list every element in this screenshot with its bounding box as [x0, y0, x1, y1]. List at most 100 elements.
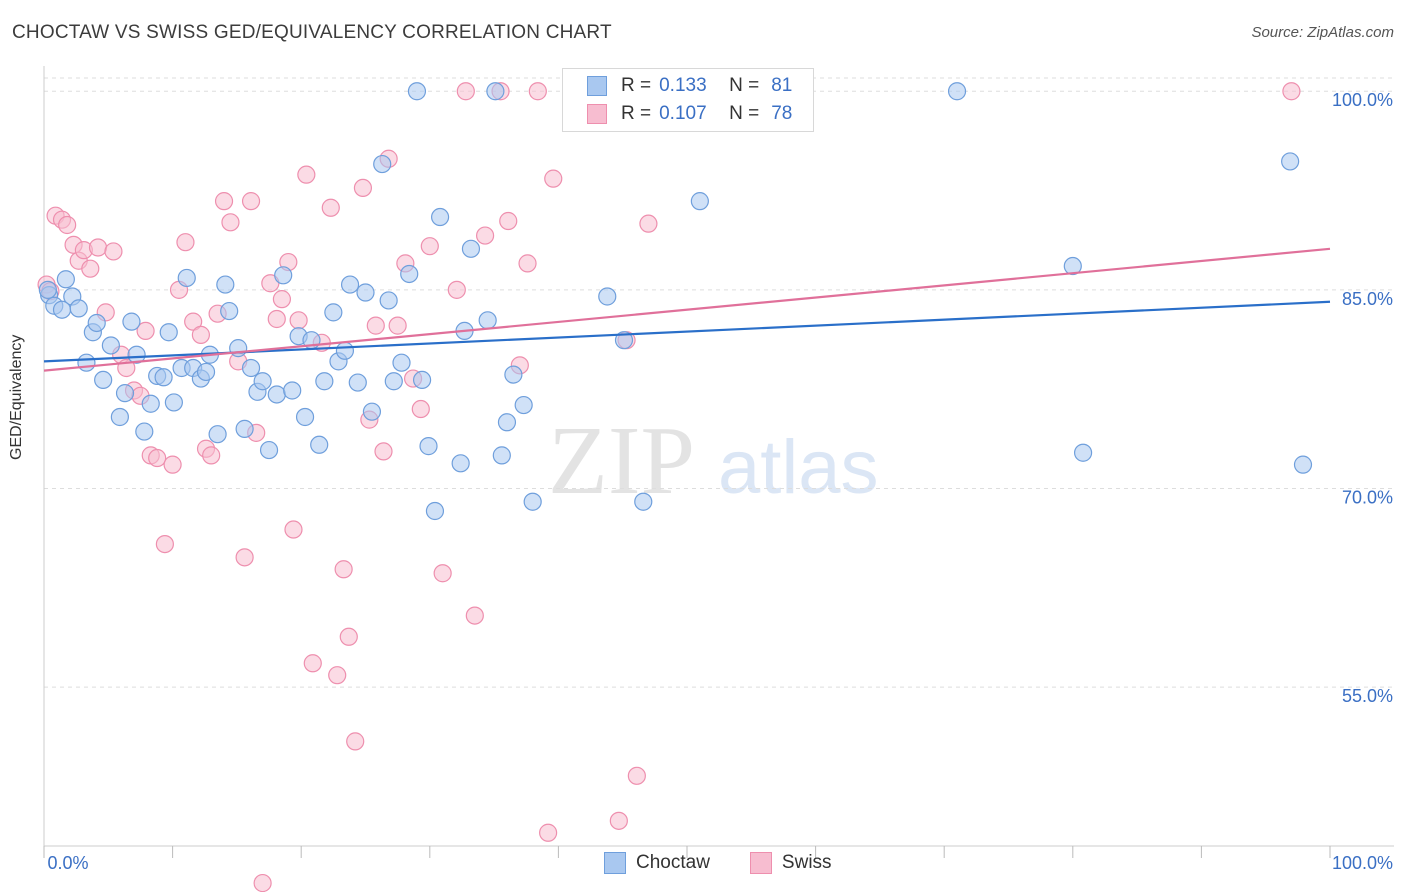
choctaw-point	[348, 373, 367, 392]
swiss-point	[334, 560, 353, 579]
swiss-point	[447, 280, 466, 299]
swiss-point	[81, 259, 100, 278]
choctaw-point	[425, 501, 445, 521]
swiss-point	[539, 823, 558, 842]
choctaw-point	[77, 353, 96, 372]
swiss-point	[136, 321, 155, 341]
choctaw-point	[310, 435, 329, 454]
legend-swatch-swiss	[749, 852, 772, 874]
swiss-point	[148, 448, 167, 468]
choctaw-point	[478, 311, 497, 330]
choctaw-point	[196, 362, 216, 382]
swiss-point	[303, 654, 322, 673]
swiss-point	[374, 442, 393, 461]
swiss-point	[544, 169, 563, 188]
choctaw-point	[220, 301, 239, 321]
choctaw-point	[1073, 443, 1093, 462]
legend-r-choctaw: 0.133	[659, 75, 707, 96]
swiss-point	[284, 520, 303, 539]
x-tick-label: 0.0%	[47, 853, 88, 873]
legend-n-label: N =	[729, 75, 760, 96]
choctaw-point	[504, 365, 523, 384]
choctaw-point	[461, 239, 481, 258]
swiss-point	[272, 290, 292, 309]
x-tick-label: 100.0%	[1332, 853, 1393, 873]
choctaw-point	[110, 407, 129, 427]
choctaw-point	[598, 287, 617, 306]
choctaw-point	[384, 372, 403, 391]
watermark-atlas: atlas	[718, 425, 879, 510]
legend-row-choctaw: R = 0.133 N = 81	[587, 75, 793, 97]
watermark-zip: ZIP	[548, 407, 695, 515]
choctaw-point	[400, 264, 419, 284]
choctaw-point	[324, 303, 343, 322]
choctaw-point	[208, 425, 227, 444]
legend-label-choctaw: Choctaw	[636, 852, 710, 873]
tick-labels: 55.0% 70.0% 85.0% 100.0% 0.0% 100.0%	[47, 90, 1393, 873]
swiss-point	[214, 192, 234, 211]
legend-row-swiss: R = 0.107 N = 78	[587, 103, 793, 125]
zipatlas-watermark: ZIP atlas	[548, 407, 879, 515]
stats-legend: R = 0.133 N = 81 R = 0.107 N = 78	[562, 68, 814, 132]
swiss-point	[202, 446, 221, 465]
legend-n-swiss: 78	[771, 103, 793, 124]
choctaw-points	[38, 82, 1313, 521]
choctaw-point	[523, 492, 542, 511]
swiss-point	[499, 211, 518, 231]
legend-r-label: R =	[621, 75, 652, 96]
legend-n-choctaw: 81	[771, 75, 793, 96]
choctaw-point	[614, 331, 634, 350]
choctaw-point	[229, 339, 248, 358]
swiss-point	[328, 666, 347, 685]
swiss-point	[346, 732, 365, 751]
choctaw-point	[127, 345, 146, 364]
swiss-point	[433, 564, 452, 583]
choctaw-point	[690, 192, 709, 211]
choctaw-point	[267, 385, 286, 404]
legend-r-swiss: 0.107	[659, 103, 707, 124]
choctaw-point	[87, 313, 106, 333]
choctaw-point	[135, 422, 154, 441]
swiss-point	[465, 606, 484, 625]
y-tick-label: 70.0%	[1342, 487, 1393, 507]
swiss-point	[176, 233, 195, 252]
swiss-point	[289, 311, 308, 330]
choctaw-point	[154, 368, 173, 387]
legend-r-label: R =	[621, 103, 652, 124]
swiss-point	[235, 548, 254, 567]
choctaw-point	[315, 372, 334, 391]
chart-title: CHOCTAW VS SWISS GED/EQUIVALENCY CORRELA…	[12, 22, 612, 43]
choctaw-point	[514, 395, 533, 415]
legend-label-swiss: Swiss	[781, 852, 832, 873]
legend-n-label: N =	[729, 103, 760, 124]
choctaw-point	[356, 283, 375, 302]
choctaw-point	[486, 82, 505, 101]
swiss-point	[321, 198, 340, 217]
choctaw-point	[216, 275, 235, 294]
swiss-point	[411, 399, 430, 419]
swiss-point	[163, 455, 182, 474]
swiss-point	[609, 811, 628, 830]
choctaw-point	[1063, 256, 1082, 276]
choctaw-point	[101, 336, 120, 355]
choctaw-point	[283, 381, 302, 400]
swiss-point	[104, 242, 123, 261]
swiss-point	[267, 309, 286, 329]
choctaw-point	[497, 413, 517, 432]
swiss-point	[456, 82, 475, 101]
choctaw-point	[407, 82, 427, 101]
swiss-point	[420, 237, 439, 256]
choctaw-point	[430, 207, 450, 227]
swiss-point	[639, 214, 658, 233]
choctaw-point	[1293, 455, 1313, 474]
swiss-point	[88, 238, 108, 257]
choctaw-point	[492, 446, 511, 465]
swiss-point	[253, 873, 272, 892]
choctaw-point	[451, 454, 470, 473]
swiss-point	[241, 192, 261, 211]
choctaw-point	[115, 384, 135, 403]
swiss-point	[528, 82, 547, 101]
choctaw-point	[335, 341, 355, 360]
choctaw-point	[94, 370, 113, 390]
choctaw-point	[56, 270, 75, 289]
